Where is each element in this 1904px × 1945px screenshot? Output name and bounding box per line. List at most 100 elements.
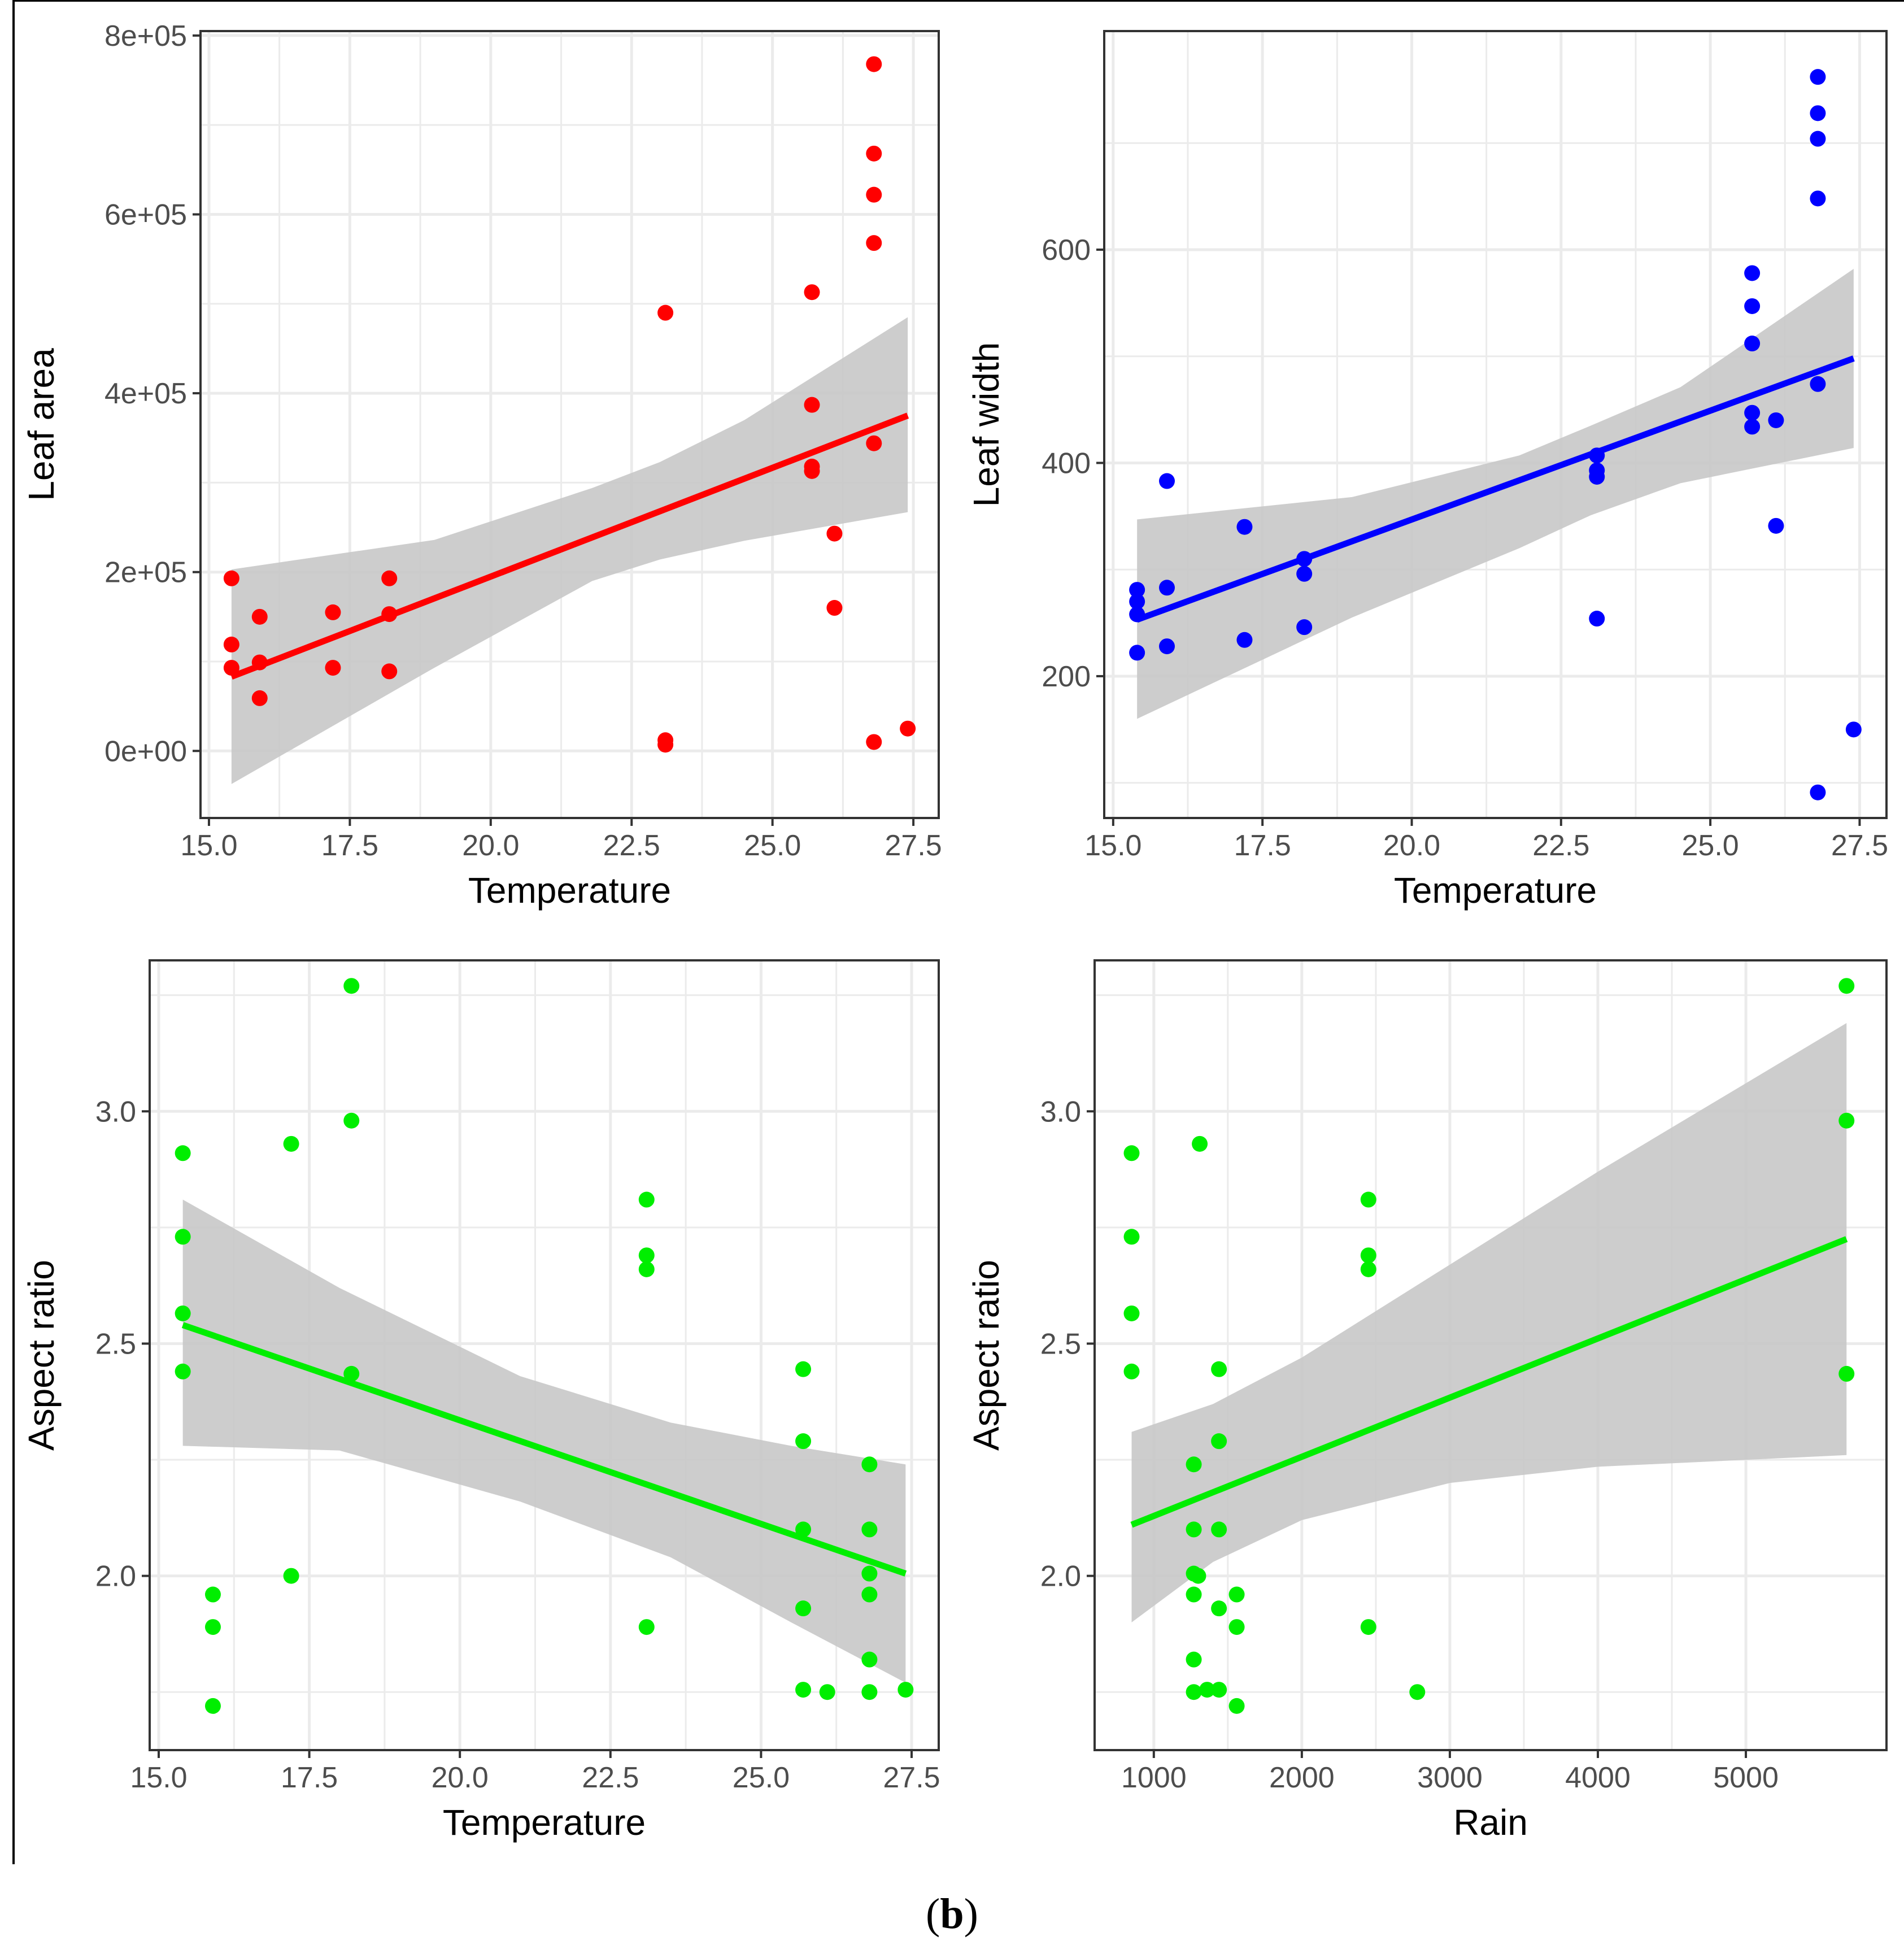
caption-letter: b [940,1890,964,1938]
data-point [1768,412,1784,428]
x-tick-label: 17.5 [321,829,378,862]
data-point [804,397,820,413]
data-point [795,1682,812,1698]
data-points [1123,978,1855,1714]
data-point [861,1651,878,1668]
data-point [1129,645,1145,661]
panel-border [1093,959,1888,1751]
y-tick-label: 4e+05 [104,377,187,410]
data-point [795,1600,812,1617]
data-point [381,570,398,586]
panel-aspect-ratio-vs-temperature: 15.0 17.5 20.0 22.5 25.0 27.5 2.0 2.5 3.0 Tempera… [21,959,940,1843]
x-axis-title: Rain [1453,1802,1528,1843]
x-tick-label: 17.5 [281,1761,338,1794]
data-point [1236,632,1253,648]
y-tick-label: 400 [1042,447,1091,480]
figure-caption: (b) [926,1890,978,1938]
data-point [795,1433,812,1450]
x-tick-label: 25.0 [1682,829,1739,862]
panel-border [199,30,940,819]
data-point [1360,1261,1376,1277]
data-point [1123,1145,1140,1161]
data-point [826,525,843,542]
data-point [1589,468,1605,485]
x-tick-label: 22.5 [1532,829,1589,862]
data-point [826,600,843,616]
panel-leaf-area-vs-temperature: 15.0 17.5 20.0 22.5 25.0 27.5 0e+00 2e+05 4e+05 6… [21,20,942,911]
data-point [1409,1684,1426,1700]
panel-aspect-ratio-vs-rain: 1000 2000 3000 4000 5000 2.0 2.5 3.0 Rain Aspect … [966,959,1888,1843]
regression-line [230,412,909,680]
panel-leaf-width-vs-temperature: 15.0 17.5 20.0 22.5 25.0 27.5 200 400 600 Tempera… [966,30,1888,911]
data-point [251,608,268,625]
y-tick-label: 2.5 [95,1328,136,1360]
data-point [1159,473,1175,489]
data-point [175,1145,191,1161]
data-point [283,1568,299,1584]
figure-top-rule [12,0,1904,2]
confidence-band [1137,268,1854,719]
data-point [381,663,398,680]
data-point [1129,582,1145,598]
data-point [325,660,341,676]
x-tick-label: 22.5 [603,829,660,862]
y-axis-title: Leaf area [21,348,62,501]
x-tick-label: 27.5 [883,1761,940,1794]
y-tick-label: 8e+05 [104,20,187,53]
data-point [1186,1456,1202,1473]
y-tick-label: 600 [1042,234,1091,267]
regression-line [1130,1236,1848,1528]
data-point [1211,1361,1227,1377]
data-point [1186,1684,1202,1700]
data-point [804,284,820,301]
data-point [1744,404,1761,421]
figure-canvas: 15.0 17.5 20.0 22.5 25.0 27.5 0e+00 2e+05 4e+05 6… [21,20,1888,1843]
data-point [1123,1229,1140,1245]
data-point [861,1521,878,1538]
data-point [1845,721,1862,738]
data-point [1186,1651,1202,1668]
data-point [1192,1135,1208,1152]
x-tick-label: 27.5 [1831,829,1888,862]
data-point [1199,1682,1215,1698]
data-point [343,1112,360,1129]
data-point [1589,611,1605,627]
data-point [1296,619,1313,636]
data-point [1810,69,1826,85]
data-point [897,1682,914,1698]
data-point [325,604,341,620]
data-point [1228,1619,1245,1635]
data-point [866,734,882,750]
x-tick-label: 1000 [1121,1761,1187,1794]
data-point [861,1586,878,1603]
y-tick-label: 3.0 [1040,1095,1081,1128]
x-tick-label: 25.0 [744,829,801,862]
data-point [223,636,239,652]
figure-left-rule [12,0,15,1864]
data-point [638,1191,655,1208]
x-tick-label: 20.0 [462,829,519,862]
data-point [1810,376,1826,392]
data-point [204,1586,221,1603]
data-point [795,1361,812,1377]
regression-line [1136,355,1855,623]
data-point [1228,1698,1245,1714]
data-point [1810,190,1826,207]
data-point [1159,580,1175,596]
data-point [866,56,882,72]
data-point [1744,265,1761,281]
confidence-band [231,317,908,784]
data-point [804,463,820,479]
data-point [657,304,674,321]
data-point [175,1229,191,1245]
data-point [861,1565,878,1582]
y-tick-label: 0e+00 [104,735,187,768]
data-point [900,720,916,737]
data-points [1129,69,1862,800]
data-point [638,1261,655,1277]
data-point [1123,1305,1140,1321]
confidence-band [1131,1023,1847,1622]
data-point [1744,336,1761,352]
data-point [1838,978,1855,994]
data-point [866,235,882,251]
